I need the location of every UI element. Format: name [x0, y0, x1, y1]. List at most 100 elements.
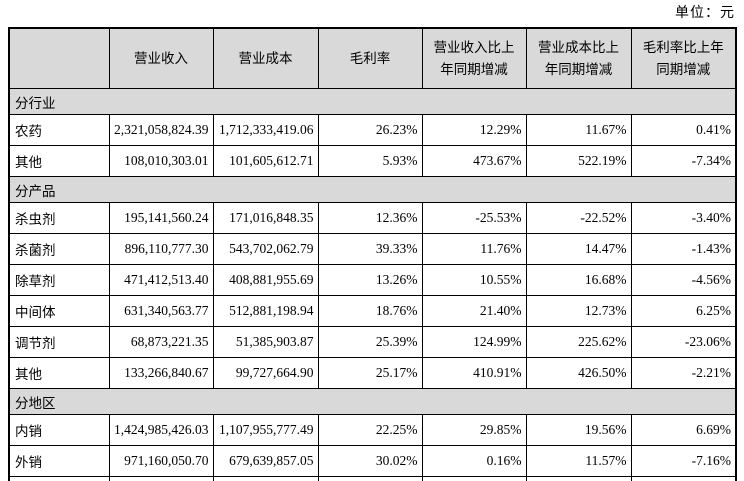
row-label: 杀菌剂: [8, 233, 110, 265]
value-cell: 473.67%: [421, 145, 527, 177]
row-label: 除草剂: [8, 264, 110, 296]
table-row: 农药 2,321,058,824.39 1,712,333,419.06 26.23%…: [8, 114, 737, 146]
value-cell: 124.99%: [421, 326, 527, 358]
empty-cell: [525, 476, 632, 481]
empty-cell: [630, 476, 737, 481]
financial-table: 营业收入 营业成本 毛利率 营业收入比上年同期增减 营业成本比上年同期增减 毛利…: [8, 27, 737, 481]
empty-cell: [212, 476, 319, 481]
section-label: 分产品: [8, 176, 737, 203]
value-cell: 11.67%: [525, 114, 632, 146]
empty-cell: [317, 476, 423, 481]
value-cell: -22.52%: [525, 202, 632, 234]
value-cell: 13.26%: [317, 264, 423, 296]
header-cell-margin-yoy: 毛利率比上年同期增减: [630, 27, 737, 89]
table-body: 分行业 农药 2,321,058,824.39 1,712,333,419.06 26.…: [8, 88, 737, 481]
row-label: 农药: [8, 114, 110, 146]
value-cell: 99,727,664.90: [212, 357, 319, 389]
header-cell-revenue: 营业收入: [108, 27, 214, 89]
value-cell: 0.41%: [630, 114, 737, 146]
value-cell: 19.56%: [525, 414, 632, 446]
table-row: 外销 971,160,050.70 679,639,857.05 30.02% 0.16…: [8, 445, 737, 477]
value-cell: 6.69%: [630, 414, 737, 446]
section-row: 分行业: [8, 88, 737, 115]
value-cell: 68,873,221.35: [108, 326, 214, 358]
value-cell: 426.50%: [525, 357, 632, 389]
value-cell: 471,412,513.40: [108, 264, 214, 296]
value-cell: 16.68%: [525, 264, 632, 296]
value-cell: 12.73%: [525, 295, 632, 327]
value-cell: -3.40%: [630, 202, 737, 234]
value-cell: -23.06%: [630, 326, 737, 358]
value-cell: 30.02%: [317, 445, 423, 477]
table-row: 杀虫剂 195,141,560.24 171,016,848.35 12.36% -25…: [8, 202, 737, 234]
value-cell: 21.40%: [421, 295, 527, 327]
value-cell: 51,385,903.87: [212, 326, 319, 358]
table-row: 调节剂 68,873,221.35 51,385,903.87 25.39% 124.9…: [8, 326, 737, 358]
value-cell: -7.16%: [630, 445, 737, 477]
header-cell-margin: 毛利率: [317, 27, 423, 89]
value-cell: -25.53%: [421, 202, 527, 234]
partial-row: [8, 476, 737, 481]
table-row: 内销 1,424,985,426.03 1,107,955,777.49 22.25%…: [8, 414, 737, 446]
value-cell: 133,266,840.67: [108, 357, 214, 389]
value-cell: 108,010,303.01: [108, 145, 214, 177]
header-row: 营业收入 营业成本 毛利率 营业收入比上年同期增减 营业成本比上年同期增减 毛利…: [8, 27, 737, 89]
value-cell: 29.85%: [421, 414, 527, 446]
value-cell: 522.19%: [525, 145, 632, 177]
table-row: 其他 108,010,303.01 101,605,612.71 5.93% 473.6…: [8, 145, 737, 177]
empty-cell: [421, 476, 527, 481]
value-cell: 2,321,058,824.39: [108, 114, 214, 146]
value-cell: 195,141,560.24: [108, 202, 214, 234]
value-cell: 631,340,563.77: [108, 295, 214, 327]
section-row: 分产品: [8, 176, 737, 203]
value-cell: 171,016,848.35: [212, 202, 319, 234]
row-label: 内销: [8, 414, 110, 446]
value-cell: -1.43%: [630, 233, 737, 265]
table-row: 中间体 631,340,563.77 512,881,198.94 18.76% 21.…: [8, 295, 737, 327]
value-cell: 12.36%: [317, 202, 423, 234]
section-label: 分行业: [8, 88, 737, 115]
section-label: 分地区: [8, 388, 737, 415]
table-row: 杀菌剂 896,110,777.30 543,702,062.79 39.33% 11.…: [8, 233, 737, 265]
value-cell: 101,605,612.71: [212, 145, 319, 177]
value-cell: 1,424,985,426.03: [108, 414, 214, 446]
value-cell: 971,160,050.70: [108, 445, 214, 477]
value-cell: 512,881,198.94: [212, 295, 319, 327]
value-cell: 6.25%: [630, 295, 737, 327]
value-cell: -7.34%: [630, 145, 737, 177]
unit-label: 单位：元: [675, 6, 735, 21]
empty-cell: [108, 476, 214, 481]
row-label: 中间体: [8, 295, 110, 327]
value-cell: 5.93%: [317, 145, 423, 177]
value-cell: 543,702,062.79: [212, 233, 319, 265]
value-cell: 10.55%: [421, 264, 527, 296]
value-cell: 1,107,955,777.49: [212, 414, 319, 446]
row-label: 外销: [8, 445, 110, 477]
value-cell: 1,712,333,419.06: [212, 114, 319, 146]
table-row: 除草剂 471,412,513.40 408,881,955.69 13.26% 10.…: [8, 264, 737, 296]
header-cell-rowlabel: [8, 27, 110, 89]
table-row: 其他 133,266,840.67 99,727,664.90 25.17% 410.9…: [8, 357, 737, 389]
value-cell: 410.91%: [421, 357, 527, 389]
header-cell-cost-yoy: 营业成本比上年同期增减: [525, 27, 632, 89]
header-cell-cost: 营业成本: [212, 27, 319, 89]
value-cell: 25.39%: [317, 326, 423, 358]
table-container: 营业收入 营业成本 毛利率 营业收入比上年同期增减 营业成本比上年同期增减 毛利…: [8, 27, 737, 481]
section-row: 分地区: [8, 388, 737, 415]
value-cell: -2.21%: [630, 357, 737, 389]
value-cell: 25.17%: [317, 357, 423, 389]
value-cell: 22.25%: [317, 414, 423, 446]
value-cell: 12.29%: [421, 114, 527, 146]
value-cell: 896,110,777.30: [108, 233, 214, 265]
value-cell: 11.76%: [421, 233, 527, 265]
value-cell: 14.47%: [525, 233, 632, 265]
value-cell: 39.33%: [317, 233, 423, 265]
value-cell: 225.62%: [525, 326, 632, 358]
value-cell: 679,639,857.05: [212, 445, 319, 477]
table-header: 营业收入 营业成本 毛利率 营业收入比上年同期增减 营业成本比上年同期增减 毛利…: [8, 27, 737, 89]
value-cell: 0.16%: [421, 445, 527, 477]
empty-cell: [8, 476, 110, 481]
value-cell: -4.56%: [630, 264, 737, 296]
row-label: 杀虫剂: [8, 202, 110, 234]
